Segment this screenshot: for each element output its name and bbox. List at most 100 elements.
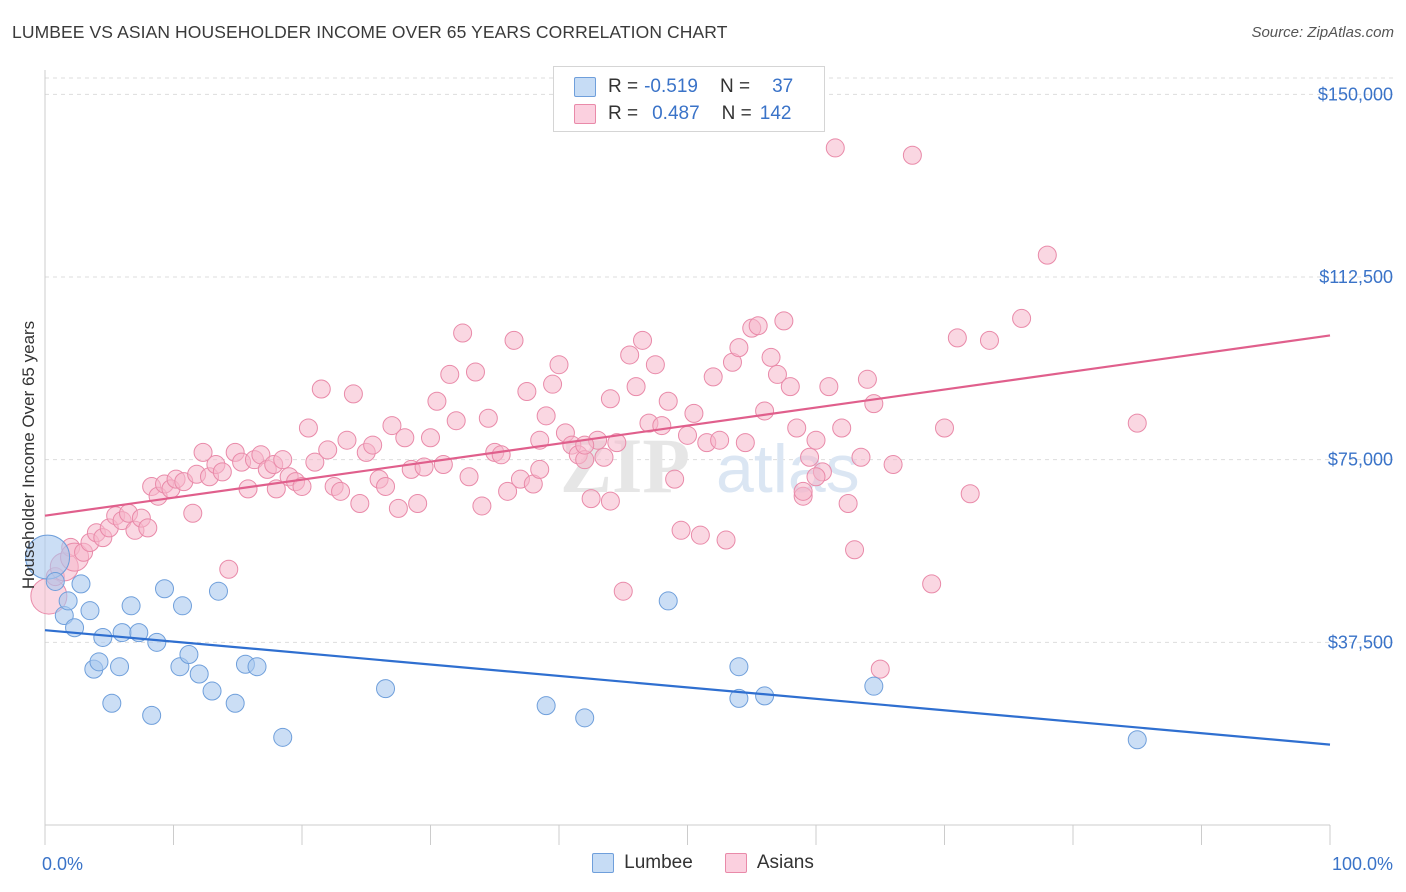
legend-item-lumbee: Lumbee	[592, 852, 693, 874]
asian-point	[427, 391, 447, 411]
lumbee-point	[58, 591, 78, 611]
asian-point	[787, 418, 807, 438]
lumbee-point	[575, 708, 595, 728]
asian-point	[935, 418, 954, 438]
asian-point	[498, 481, 518, 501]
asian-point	[806, 430, 826, 450]
asian-point	[472, 496, 492, 516]
asian-point	[735, 433, 755, 453]
asian-point	[1127, 413, 1147, 433]
asian-point	[138, 518, 158, 538]
asian-point	[543, 374, 563, 394]
asian-point	[825, 138, 845, 158]
series-legend: Lumbee Asians	[0, 852, 1406, 874]
asian-point	[382, 416, 402, 436]
asian-point	[774, 311, 794, 331]
lumbee-point	[179, 645, 199, 665]
asian-point	[902, 145, 922, 165]
lumbee-swatch	[574, 77, 596, 97]
grid-lines	[45, 77, 1393, 643]
lumbee-point	[189, 664, 209, 684]
asians-swatch	[724, 853, 747, 873]
asian-point	[292, 476, 312, 496]
asian-point	[607, 433, 627, 453]
legend-n-label: N =	[719, 76, 751, 97]
asian-point	[193, 442, 213, 462]
asian-point	[960, 484, 980, 504]
asian-point	[793, 481, 813, 501]
asian-point	[453, 323, 473, 343]
asian-point	[838, 494, 858, 514]
lumbee-point	[102, 693, 122, 713]
asian-point	[613, 581, 633, 601]
legend-lumbee-label: Lumbee	[624, 852, 693, 873]
lumbee-point	[729, 657, 749, 677]
asian-point	[652, 416, 672, 436]
legend-row-asians: R = 0.487 N = 142	[574, 101, 791, 127]
asian-point	[530, 459, 550, 479]
lumbee-point	[71, 574, 91, 594]
asians-swatch	[574, 104, 596, 124]
asian-point	[633, 330, 653, 350]
legend-r-value: 0.487	[652, 103, 700, 124]
asian-point	[594, 447, 614, 467]
asian-point	[690, 525, 710, 545]
lumbee-point	[1127, 730, 1147, 750]
asian-point	[395, 428, 415, 448]
chart-title: LUMBEE VS ASIAN HOUSEHOLDER INCOME OVER …	[12, 22, 728, 42]
asian-point	[671, 520, 691, 540]
y-tick-label: $112,500	[1319, 267, 1393, 287]
legend-r-value: -0.519	[644, 76, 698, 97]
lumbee-point	[112, 623, 132, 643]
asian-point	[363, 435, 383, 455]
asian-point	[459, 467, 479, 487]
legend-n-value: 142	[759, 103, 792, 124]
tick-labels: $37,500 $75,000 $112,500 $150,000 0.0% 100.0%	[42, 84, 1393, 874]
lumbee-point	[89, 652, 109, 672]
legend-item-asians: Asians	[724, 852, 814, 874]
asian-point	[517, 381, 537, 401]
lumbee-series	[25, 534, 1147, 750]
legend-row-lumbee: R = -0.519 N = 37	[574, 74, 793, 100]
trend-lines	[44, 334, 1331, 746]
asian-point	[212, 462, 232, 482]
asian-point	[600, 389, 620, 409]
asian-point	[922, 574, 942, 594]
asian-point	[337, 430, 357, 450]
lumbee-point	[80, 601, 100, 621]
asian-point	[318, 440, 338, 460]
asian-point	[350, 494, 370, 514]
lumbee-point	[247, 657, 267, 677]
asian-point	[311, 379, 331, 399]
lumbee-point	[864, 676, 884, 696]
asian-point	[1012, 308, 1032, 328]
lumbee-point	[658, 591, 678, 611]
asian-point	[979, 330, 999, 350]
asian-point	[710, 430, 730, 450]
asian-point	[800, 447, 820, 467]
asian-point	[864, 394, 884, 414]
asian-point	[729, 338, 749, 358]
asian-point	[465, 362, 485, 382]
asian-point	[806, 467, 826, 487]
asian-point	[684, 403, 704, 423]
lumbee-point	[155, 579, 175, 599]
asian-point	[761, 347, 781, 367]
lumbee-point	[536, 696, 556, 716]
lumbee-point	[225, 693, 245, 713]
asian-point	[626, 377, 646, 397]
asian-point	[446, 411, 466, 431]
asian-point	[716, 530, 736, 550]
legend-asians-label: Asians	[756, 852, 814, 873]
asian-point	[183, 503, 203, 523]
x-tick-label: 0.0%	[42, 854, 83, 874]
lumbee-point	[172, 596, 192, 616]
lumbee-point	[110, 657, 130, 677]
lumbee-point	[202, 681, 222, 701]
asian-point	[504, 330, 524, 350]
lumbee-swatch	[592, 853, 615, 873]
asian-point	[620, 345, 640, 365]
asian-point	[219, 559, 239, 579]
asian-point	[645, 355, 665, 375]
lumbee-point	[208, 581, 228, 601]
